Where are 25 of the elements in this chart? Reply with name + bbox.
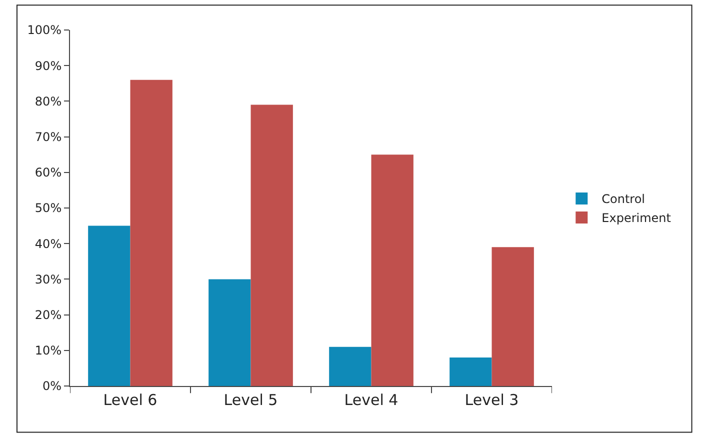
bar xyxy=(371,154,414,386)
legend-label: Control xyxy=(602,192,646,206)
bar xyxy=(450,358,492,386)
y-tick-label: 30% xyxy=(34,272,62,286)
y-tick-label: 0% xyxy=(42,379,62,394)
y-tick-label: 80% xyxy=(34,94,62,108)
y-tick-label: 10% xyxy=(34,344,62,358)
x-tick-label: Level 3 xyxy=(464,391,519,409)
x-tick-label: Level 4 xyxy=(344,391,398,409)
bar xyxy=(208,279,251,386)
bar xyxy=(130,80,172,386)
y-tick-label: 60% xyxy=(34,166,62,180)
x-tick-label: Level 6 xyxy=(103,391,158,409)
y-tick-label: 100% xyxy=(27,23,62,38)
y-tick-label: 90% xyxy=(34,58,62,73)
bar xyxy=(329,346,372,386)
bar xyxy=(492,247,534,386)
x-tick-label: Level 5 xyxy=(224,391,278,409)
bar xyxy=(250,104,293,386)
y-tick-label: 50% xyxy=(34,201,62,216)
y-tick-label: 20% xyxy=(34,308,62,322)
y-tick-label: 70% xyxy=(34,130,62,144)
bar xyxy=(88,226,130,386)
legend-label: Experiment xyxy=(602,211,672,226)
y-tick-label: 40% xyxy=(34,236,62,251)
